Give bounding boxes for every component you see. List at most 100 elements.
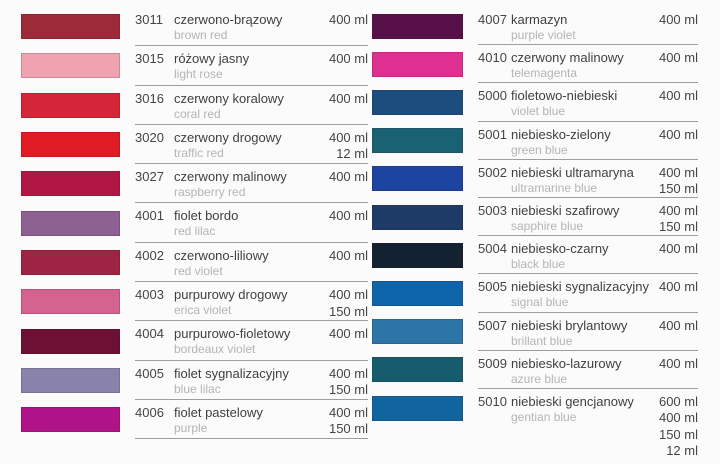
color-swatch bbox=[21, 367, 120, 393]
ral-code: 5009 bbox=[478, 355, 507, 371]
color-name-en: purple bbox=[174, 420, 208, 435]
color-row: 5000 fioletowo-niebieski violet blue 400… bbox=[372, 83, 698, 122]
color-swatch bbox=[372, 51, 463, 77]
volume-value: 400 ml bbox=[328, 129, 368, 145]
volume-value: 12 ml bbox=[666, 443, 698, 459]
color-row-cell: 3020 czerwony drogowy traffic red 400 ml… bbox=[135, 125, 368, 165]
color-row-cell: 3016 czerwony koralowy coral red 400 ml bbox=[135, 86, 368, 125]
volume-value: 400 ml bbox=[658, 279, 698, 295]
color-row: 5007 niebieski brylantowy brillant blue … bbox=[372, 313, 698, 351]
color-name-en: violet blue bbox=[511, 104, 566, 119]
color-row: 3020 czerwony drogowy traffic red 400 ml… bbox=[21, 125, 368, 165]
volume-value: 400 ml bbox=[658, 88, 698, 104]
color-row: 3011 czerwono-brązowy brown red 400 ml bbox=[21, 7, 368, 47]
color-names: niebieski gencjanowy gentian blue bbox=[511, 394, 653, 425]
volume-list: 400 ml bbox=[653, 50, 698, 67]
color-row: 5009 niebiesko-lazurowy azure blue 400 m… bbox=[372, 351, 698, 389]
volume-value: 150 ml bbox=[658, 219, 698, 235]
volume-value: 400 ml bbox=[658, 410, 698, 426]
color-name-pl: niebiesko-lazurowy bbox=[511, 355, 622, 371]
color-swatch bbox=[21, 210, 120, 236]
color-name-en: erica violet bbox=[174, 303, 232, 318]
color-name-en: telemagenta bbox=[511, 66, 578, 81]
color-name-pl: czerwony koralowy bbox=[174, 90, 284, 106]
volume-list: 400 ml 150 ml bbox=[653, 203, 698, 236]
volume-list: 400 ml bbox=[323, 248, 368, 265]
volume-list: 400 ml bbox=[323, 208, 368, 225]
color-row: 4001 fiolet bordo red lilac 400 ml bbox=[21, 203, 368, 243]
color-name-en: coral red bbox=[174, 106, 221, 121]
ral-code: 4003 bbox=[135, 287, 164, 303]
ral-code: 3020 bbox=[135, 129, 164, 145]
volume-value: 150 ml bbox=[328, 303, 368, 319]
volume-value: 400 ml bbox=[328, 326, 368, 342]
color-name-en: light rose bbox=[174, 67, 223, 82]
color-row: 4005 fiolet sygnalizacyjny blue lilac 40… bbox=[21, 361, 368, 400]
ral-code: 4002 bbox=[135, 247, 164, 263]
ral-code: 3015 bbox=[135, 51, 164, 67]
volume-list: 400 ml bbox=[653, 356, 698, 373]
ral-code: 4005 bbox=[135, 365, 164, 381]
ral-code: 5004 bbox=[478, 241, 507, 257]
color-names: niebieski sygnalizacyjny signal blue bbox=[511, 279, 653, 310]
ral-code: 5000 bbox=[478, 88, 507, 104]
color-row: 3015 różowy jasny light rose 400 ml bbox=[21, 46, 368, 86]
color-swatch bbox=[21, 249, 120, 275]
color-name-en: raspberry red bbox=[174, 185, 246, 200]
color-row-cell: 5004 niebiesko-czarny black blue 400 ml bbox=[478, 236, 698, 275]
volume-list: 400 ml 150 ml bbox=[323, 366, 368, 399]
color-name-en: brown red bbox=[174, 28, 228, 42]
color-name-en: purple violet bbox=[511, 28, 576, 42]
volume-list: 400 ml 150 ml bbox=[653, 165, 698, 198]
volume-value: 400 ml bbox=[328, 51, 368, 67]
color-row-cell: 5001 niebiesko-zielony green blue 400 ml bbox=[478, 122, 698, 160]
color-names: niebiesko-zielony green blue bbox=[511, 127, 653, 158]
ral-code: 3016 bbox=[135, 90, 164, 106]
ral-code: 5007 bbox=[478, 317, 507, 333]
color-names: purpurowy drogowy erica violet bbox=[174, 287, 323, 318]
color-name-pl: niebieski sygnalizacyjny bbox=[511, 279, 650, 295]
color-name-en: blue lilac bbox=[174, 381, 221, 396]
color-names: czerwono-brązowy brown red bbox=[174, 12, 323, 43]
volume-list: 400 ml bbox=[653, 241, 698, 258]
ral-code: 5002 bbox=[478, 164, 507, 180]
color-row-cell: 4002 czerwono-liliowy red violet 400 ml bbox=[135, 243, 368, 283]
color-swatch bbox=[372, 13, 463, 39]
volume-value: 400 ml bbox=[658, 202, 698, 218]
color-names: czerwony malinowy raspberry red bbox=[174, 169, 323, 200]
color-swatch bbox=[21, 92, 120, 118]
volume-list: 400 ml bbox=[653, 12, 698, 29]
color-row-cell: 5007 niebieski brylantowy brillant blue … bbox=[478, 313, 698, 351]
color-swatch bbox=[372, 89, 463, 115]
volume-value: 600 ml bbox=[658, 393, 698, 409]
color-name-en: gentian blue bbox=[511, 409, 577, 424]
color-name-en: black blue bbox=[511, 257, 566, 272]
volume-value: 400 ml bbox=[658, 126, 698, 142]
color-name-en: azure blue bbox=[511, 371, 568, 386]
color-row: 5002 niebieski ultramaryna ultramarine b… bbox=[372, 160, 698, 198]
color-row-cell: 4003 purpurowy drogowy erica violet 400 … bbox=[135, 282, 368, 322]
color-name-en: brillant blue bbox=[511, 333, 573, 348]
color-name-pl: czerwony malinowy bbox=[174, 169, 287, 185]
volume-list: 400 ml bbox=[323, 326, 368, 343]
color-row-cell: 5005 niebieski sygnalizacyjny signal blu… bbox=[478, 274, 698, 313]
color-name-en: red lilac bbox=[174, 224, 216, 239]
color-names: niebiesko-lazurowy azure blue bbox=[511, 356, 653, 387]
ral-code: 4004 bbox=[135, 326, 164, 342]
color-name-pl: niebiesko-zielony bbox=[511, 126, 611, 142]
ral-code: 5001 bbox=[478, 126, 507, 142]
color-name-pl: fiolet bordo bbox=[174, 208, 239, 224]
color-row: 5010 niebieski gencjanowy gentian blue 6… bbox=[372, 389, 698, 463]
volume-value: 400 ml bbox=[658, 50, 698, 66]
volume-value: 400 ml bbox=[658, 164, 698, 180]
ral-code: 3011 bbox=[135, 12, 163, 27]
color-row: 5003 niebieski szafirowy sapphire blue 4… bbox=[372, 198, 698, 237]
color-names: fiolet bordo red lilac bbox=[174, 208, 323, 239]
volume-value: 400 ml bbox=[658, 355, 698, 371]
color-name-pl: fiolet sygnalizacyjny bbox=[174, 365, 289, 381]
volume-value: 400 ml bbox=[658, 12, 698, 27]
color-names: niebiesko-czarny black blue bbox=[511, 241, 653, 272]
volume-list: 400 ml bbox=[653, 127, 698, 144]
color-table-left: 3011 czerwono-brązowy brown red 400 ml 3… bbox=[21, 7, 368, 440]
